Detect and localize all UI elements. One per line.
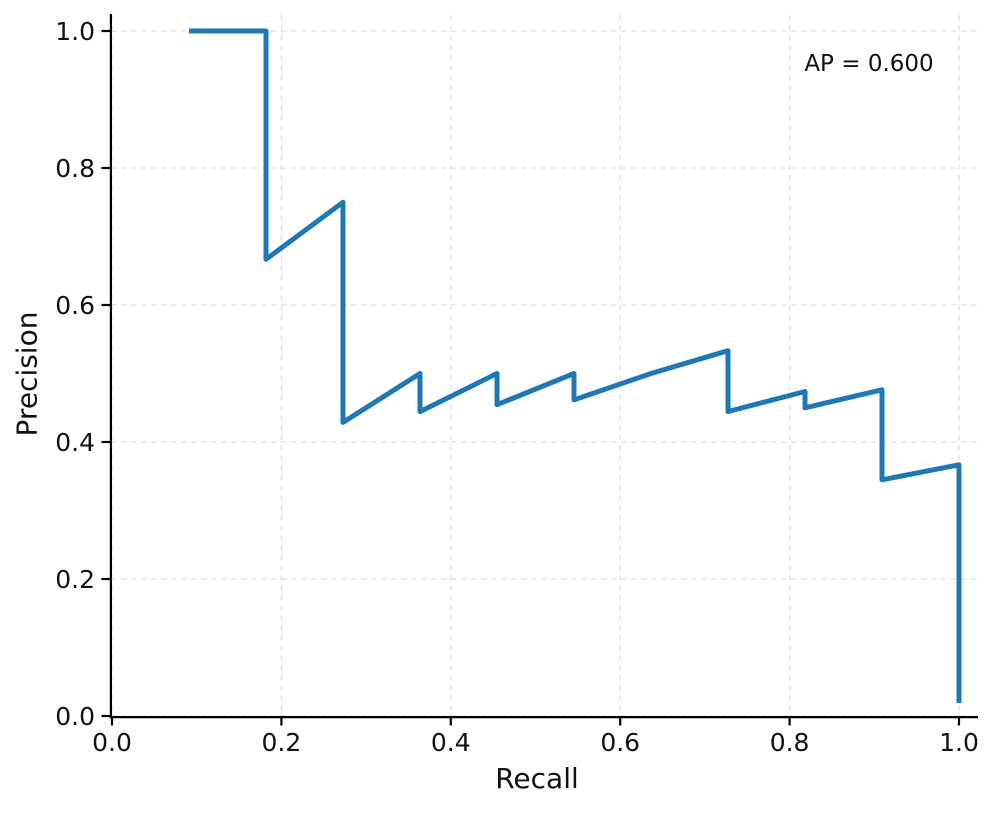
y-tick-label: 0.0 xyxy=(55,702,95,731)
x-tick-label: 0.6 xyxy=(600,728,640,757)
y-axis-title: Precision xyxy=(10,311,44,437)
y-tick-label: 0.2 xyxy=(55,565,95,594)
x-tick-label: 0.0 xyxy=(92,728,132,757)
pr-curve-line xyxy=(189,28,962,703)
y-tick-label: 0.6 xyxy=(55,291,95,320)
x-tick-label: 0.2 xyxy=(262,728,302,757)
x-axis-title: Recall xyxy=(495,762,579,795)
y-tick-label: 1.0 xyxy=(55,17,95,46)
x-tick-label: 0.4 xyxy=(431,728,471,757)
y-tick-label: 0.8 xyxy=(55,154,95,183)
ap-annotation: AP = 0.600 xyxy=(804,51,934,77)
y-tick-label: 0.4 xyxy=(55,428,95,457)
x-tick-label: 1.0 xyxy=(939,728,979,757)
x-tick-label: 0.8 xyxy=(770,728,810,757)
